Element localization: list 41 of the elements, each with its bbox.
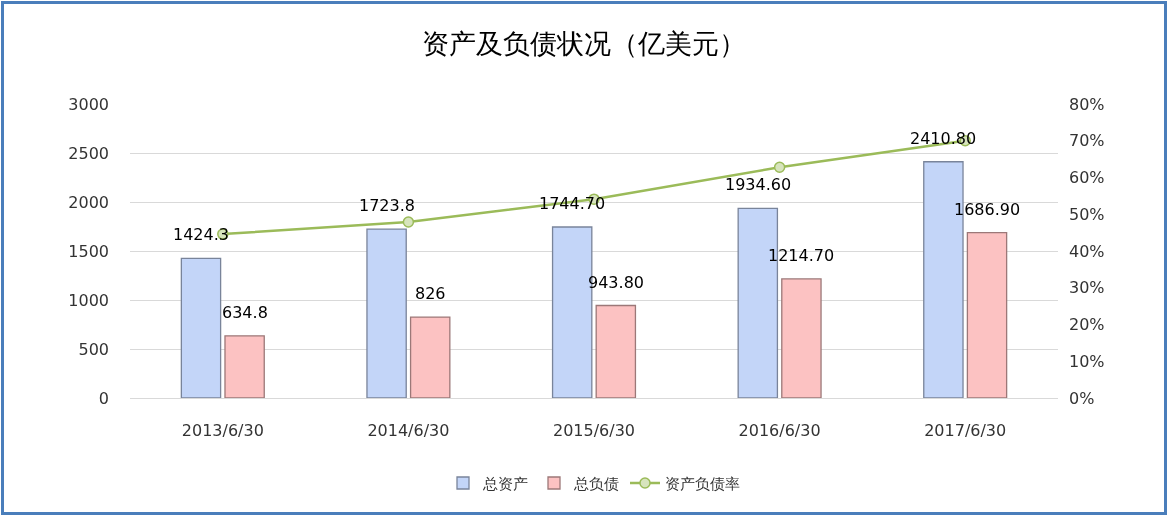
bar: [180, 257, 222, 398]
x-tick-label: 2014/6/30: [367, 421, 450, 441]
data-label: 943.80: [588, 273, 644, 292]
y-tick-label: 2000: [68, 192, 109, 212]
y2-tick-label: 60%: [1069, 168, 1105, 188]
bar: [595, 304, 637, 398]
chart-title: 资产及负债状况（亿美元）: [422, 28, 746, 60]
legend-label: 资产负债率: [665, 474, 740, 493]
y2-tick-label: 30%: [1069, 278, 1105, 298]
bar: [781, 278, 822, 398]
data-label: 826: [415, 284, 446, 303]
data-label: 1934.60: [725, 175, 792, 194]
bar: [966, 232, 1008, 398]
point: [402, 216, 415, 228]
y-tick-label: 1500: [68, 241, 109, 261]
legend-label: 总负债: [573, 474, 619, 493]
y2-tick-label: 80%: [1069, 94, 1105, 114]
bar: [366, 228, 407, 398]
y-tick-label: 3000: [68, 94, 109, 114]
y-tick-label: 500: [78, 339, 109, 359]
data-label: 634.8: [222, 303, 268, 322]
y2-tick-label: 20%: [1069, 315, 1105, 335]
x-tick-label: 2013/6/30: [181, 421, 264, 441]
data-label: 1723.8: [359, 196, 415, 215]
x-tick-label: 2015/6/30: [552, 421, 636, 441]
bar: [224, 335, 265, 398]
y-tick-label: 2500: [68, 143, 109, 163]
bar: [409, 316, 451, 398]
legend-label: 总资产: [482, 474, 528, 493]
y2-tick-label: 40%: [1069, 241, 1105, 261]
y2-tick-label: 70%: [1069, 131, 1105, 151]
data-label: 1686.90: [954, 200, 1021, 219]
y2-tick-label: 50%: [1069, 204, 1105, 224]
y-tick-label: 0: [98, 388, 109, 408]
data-label: 1214.70: [768, 246, 835, 265]
point: [773, 161, 786, 173]
y2-tick-label: 10%: [1069, 351, 1105, 371]
x-tick-label: 2017/6/30: [924, 421, 1007, 441]
x-tick-label: 2016/6/30: [738, 421, 821, 441]
y-tick-label: 1000: [68, 290, 109, 310]
y2-tick-label: 0%: [1069, 388, 1095, 408]
